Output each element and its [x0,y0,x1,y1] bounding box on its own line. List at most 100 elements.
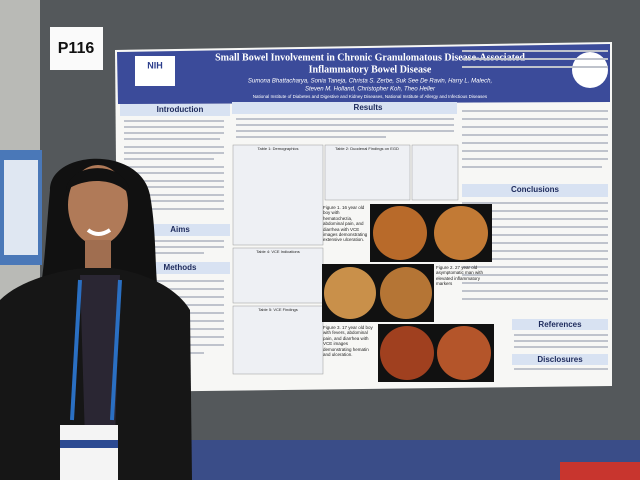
shape [462,250,608,252]
poster-authors: Steven M. Holland, Christopher Koh, Theo… [305,87,436,93]
shape [70,279,82,421]
shape [80,275,120,440]
endoscopy-images [322,204,494,382]
shape [462,150,608,152]
figure-caption: Figure 1. 16 year old boy with hematoche… [323,205,368,243]
figure-caption: Figure 3. 17 year old boy with fevers, a… [323,325,373,357]
person [0,158,192,480]
section-heading: Introduction [157,105,204,114]
table [324,144,411,201]
body-text [124,50,608,370]
shape [124,158,214,160]
shape [124,194,224,196]
shape [68,165,128,245]
shape [124,280,224,282]
section-heading: Aims [170,225,190,234]
section-heading: Methods [164,263,197,272]
shape [380,267,432,319]
section-heading: Disclosures [537,355,583,364]
shape [462,258,608,260]
shape [462,202,608,204]
shape [236,136,386,138]
section-heading: References [538,320,582,329]
shape [462,134,608,136]
shape [462,210,608,212]
shape [124,240,224,242]
shape [462,126,608,128]
figure-caption-text: Figure 1. 16 year old boy with hematoche… [323,205,368,243]
shape [124,186,224,188]
table [232,247,324,304]
shape [462,298,608,300]
shape [236,124,454,126]
shape [434,206,488,260]
shape [124,166,224,168]
table [232,305,324,375]
shape [462,66,608,68]
label-card [50,27,103,70]
shape [373,206,427,260]
shape [462,158,608,160]
shape [462,290,608,292]
shape [462,266,608,268]
shape [462,118,608,120]
poster [115,42,612,392]
shape [236,130,454,132]
shape [124,252,204,254]
hhs-logo [572,52,608,88]
shape [514,346,608,348]
shape [85,240,111,270]
shape [124,126,224,128]
section-band [512,354,608,365]
table [411,144,459,201]
shape [380,326,434,380]
shape [124,132,224,134]
poster-title: Inflammatory Bowel Disease [309,64,432,75]
nih-logo [135,56,175,86]
red-object [560,462,640,480]
nih-logo-text: NIH [147,60,163,70]
shape [462,58,608,60]
shape [124,152,224,154]
shape [124,246,224,248]
table-title: Table 4: VCE Indications [256,249,300,254]
table-title: Table 2: Duodenal Findings on EGD [335,146,399,151]
shape [462,234,608,236]
shape [462,218,608,220]
shape [462,274,608,276]
section-heading: Results [354,103,383,112]
shape [66,168,130,195]
shape [462,50,608,52]
shape [514,334,608,336]
poster-title: Small Bowel Involvement in Chronic Granu… [215,52,525,63]
figure-caption-text: Figure 3. 17 year old boy with fevers, a… [323,325,373,357]
shape [86,228,112,236]
shape [124,172,224,174]
shape [462,166,602,168]
section-band [232,102,457,114]
shape [462,242,608,244]
poster-number: P116 [58,40,95,57]
table-title: Table 1: Demographics [258,146,299,151]
section-band [512,319,608,330]
shape [514,340,608,342]
shape [110,279,122,421]
figure-caption: Figure 2. 27 year old asymptomatic man w… [436,265,484,287]
shape [324,267,376,319]
shape [462,282,608,284]
table-title: Table 5: VCE Findings [258,307,298,312]
shape [462,226,608,228]
section-heading: Conclusions [511,185,560,194]
shape [124,138,220,140]
shape [437,326,491,380]
poster-affiliation: National Institute of Diabetes and Diges… [253,94,488,99]
shape [124,120,224,122]
figure-caption-text: Figure 2. 27 year old asymptomatic man w… [436,265,484,287]
shape [236,118,454,120]
shape [124,200,224,202]
section-band [120,104,230,116]
shape [124,208,224,210]
shape [124,146,224,148]
shape [60,440,118,448]
